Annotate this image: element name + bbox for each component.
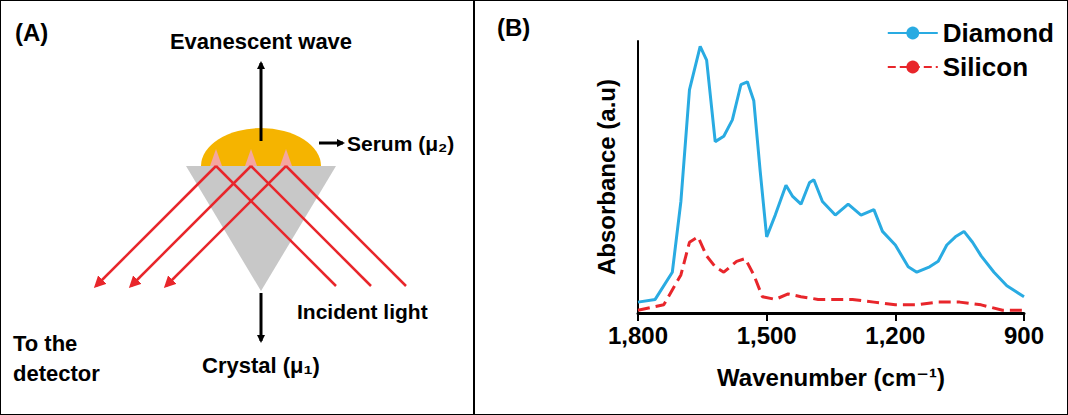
svg-text:1,200: 1,200 <box>865 322 925 349</box>
svg-text:Wavenumber (cm⁻¹): Wavenumber (cm⁻¹) <box>717 364 945 391</box>
svg-text:Diamond: Diamond <box>943 18 1054 48</box>
svg-text:Silicon: Silicon <box>943 52 1028 82</box>
svg-text:Absorbance (a.u): Absorbance (a.u) <box>593 79 620 275</box>
svg-text:(A): (A) <box>15 19 48 46</box>
svg-text:detector: detector <box>13 361 100 386</box>
svg-text:Incident light: Incident light <box>297 300 428 323</box>
svg-text:900: 900 <box>1004 322 1044 349</box>
svg-text:1,500: 1,500 <box>737 322 797 349</box>
svg-text:1,800: 1,800 <box>608 322 668 349</box>
svg-text:Serum (μ₂): Serum (μ₂) <box>347 132 454 155</box>
svg-text:Evanescent wave: Evanescent wave <box>170 29 352 54</box>
svg-text:Crystal (μ₁): Crystal (μ₁) <box>202 353 320 378</box>
svg-text:To the: To the <box>13 331 77 356</box>
svg-text:(B): (B) <box>497 14 530 41</box>
